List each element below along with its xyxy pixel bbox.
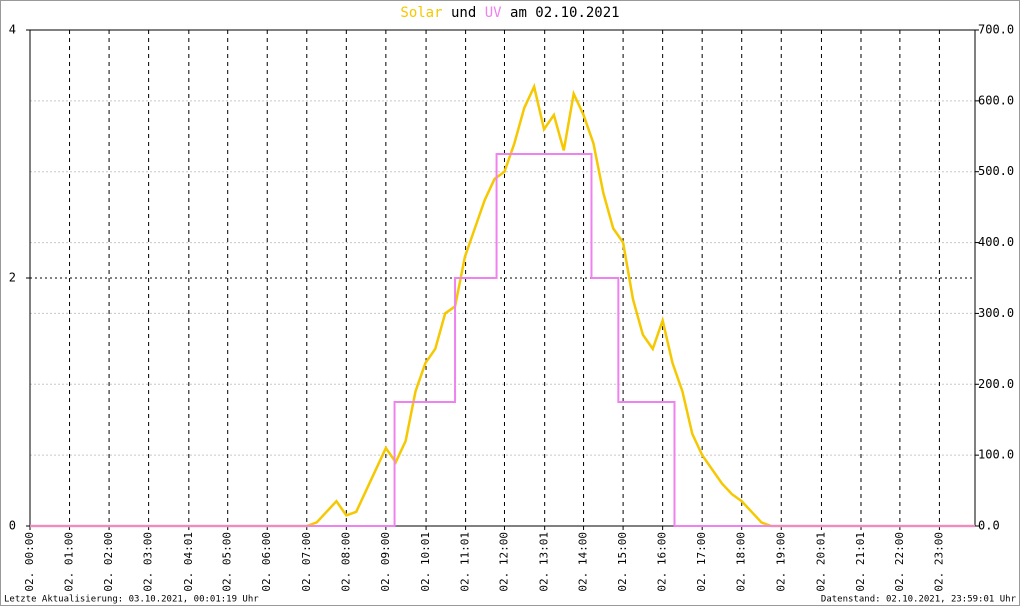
x-tick-label: 02. 07:00 (300, 532, 313, 592)
x-tick-label: 02. 16:00 (656, 532, 669, 592)
y2-tick-label: 500.0 (978, 164, 1014, 178)
y2-tick-label: 700.0 (978, 23, 1014, 37)
x-tick-label: 02. 20:01 (814, 532, 827, 592)
footer-left: Letzte Aktualisierung: 03.10.2021, 00:01… (4, 595, 259, 605)
y2-tick-label: 0.0 (978, 519, 1000, 533)
x-tick-label: 02. 10:01 (419, 532, 432, 592)
y2-tick-label: 300.0 (978, 306, 1014, 320)
y2-tick-label: 100.0 (978, 448, 1014, 462)
x-tick-label: 02. 09:00 (379, 532, 392, 592)
y2-tick-label: 400.0 (978, 235, 1014, 249)
x-tick-label: 02. 02:00 (102, 532, 115, 592)
x-tick-label: 02. 06:00 (260, 532, 273, 592)
title-solar: Solar (400, 5, 442, 21)
x-tick-label: 02. 01:00 (63, 532, 76, 592)
x-tick-label: 02. 11:01 (459, 532, 472, 592)
x-tick-label: 02. 03:00 (142, 532, 155, 592)
y2-tick-label: 600.0 (978, 93, 1014, 107)
footer-right: Datenstand: 02.10.2021, 23:59:01 Uhr (821, 595, 1017, 605)
x-tick-label: 02. 00:00 (23, 532, 36, 592)
y-tick-label: 0 (9, 519, 16, 533)
series-line (30, 153, 975, 527)
x-tick-label: 02. 04:01 (182, 532, 195, 592)
series-line (30, 82, 975, 528)
title-uv: UV (485, 5, 502, 21)
x-tick-label: 02. 15:00 (616, 532, 629, 592)
x-tick-label: 02. 19:00 (774, 532, 787, 592)
x-tick-label: 02. 18:00 (735, 532, 748, 592)
y2-tick-label: 200.0 (978, 377, 1014, 391)
x-tick-label: 02. 12:00 (497, 532, 510, 592)
y-tick-label: 4 (9, 23, 16, 37)
chart-title: Solar und UV am 02.10.2021 (400, 5, 619, 21)
x-tick-label: 02. 22:00 (893, 532, 906, 592)
plot-border (29, 29, 976, 527)
y-tick-label: 2 (9, 271, 16, 285)
x-tick-label: 02. 05:00 (221, 532, 234, 592)
x-tick-label: 02. 14:00 (577, 532, 590, 592)
x-tick-label: 02. 08:00 (339, 532, 352, 592)
x-tick-label: 02. 23:00 (932, 532, 945, 592)
x-tick-label: 02. 17:00 (695, 532, 708, 592)
title-date: am 02.10.2021 (510, 5, 620, 21)
x-tick-label: 02. 13:01 (538, 532, 551, 592)
x-tick-label: 02. 21:01 (854, 532, 867, 592)
title-connector: und (451, 5, 476, 21)
